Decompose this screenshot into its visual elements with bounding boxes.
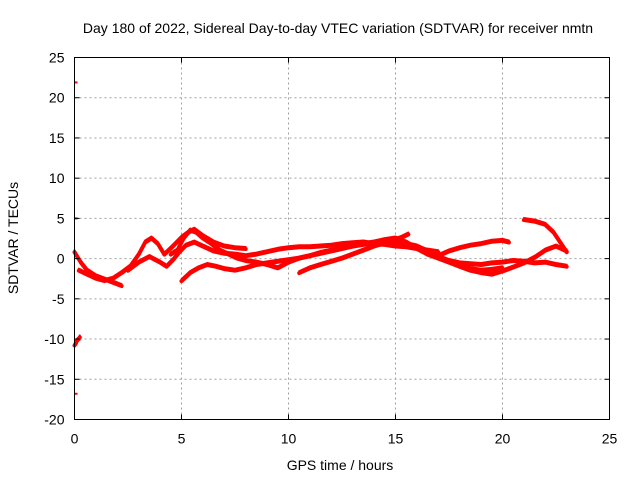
x-tick-label: 10: [281, 431, 297, 447]
series-line-9-band: [522, 217, 568, 252]
x-tick-label: 20: [495, 431, 511, 447]
x-axis-label: GPS time / hours: [287, 457, 394, 473]
series-group: [72, 81, 569, 395]
chart-title: Day 180 of 2022, Sidereal Day-to-day VTE…: [83, 20, 593, 36]
series-line-7: [425, 238, 511, 259]
series-line-6-band: [298, 239, 568, 273]
series-line-7-band: [426, 237, 510, 256]
y-tick-label: 5: [57, 210, 65, 226]
axis-ticks: 0 5 10 15 20 25 -20 -15 -10 -5 0 5 10 15 20 25: [44, 50, 617, 447]
y-tick-label: -10: [44, 331, 64, 347]
series-line-2-band: [77, 226, 247, 281]
y-tick-label: -15: [44, 371, 64, 387]
x-tick-label: 5: [178, 431, 186, 447]
y-tick-label: 25: [49, 50, 65, 66]
x-tick-label: 25: [602, 431, 618, 447]
y-tick-label: -20: [44, 412, 64, 428]
y-tick-label: 0: [57, 251, 65, 267]
y-axis-label: SDTVAR / TECUs: [5, 182, 21, 294]
y-tick-label: 15: [49, 130, 65, 146]
series-line-2: [76, 227, 248, 284]
plot-frame: [74, 57, 610, 420]
x-tick-label: 15: [388, 431, 404, 447]
series-line-5-band: [180, 231, 410, 281]
y-tick-label: 10: [49, 170, 65, 186]
series-line-8: [457, 244, 569, 277]
y-tick-label: 20: [49, 90, 65, 106]
series-line-8-band: [458, 243, 568, 274]
y-tick-label: -5: [52, 291, 65, 307]
series-line-9: [521, 218, 569, 255]
x-tick-label: 0: [71, 431, 79, 447]
